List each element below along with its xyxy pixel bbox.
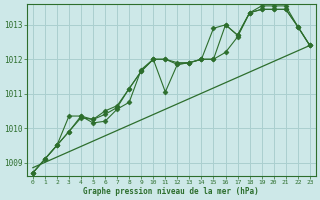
X-axis label: Graphe pression niveau de la mer (hPa): Graphe pression niveau de la mer (hPa) (84, 187, 259, 196)
